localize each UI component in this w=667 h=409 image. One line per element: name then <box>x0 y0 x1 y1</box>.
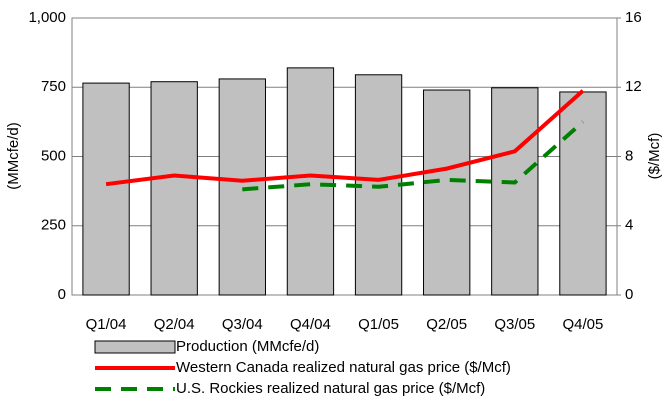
legend-swatch <box>94 340 176 354</box>
y-tick-label: 250 <box>41 217 66 234</box>
bar <box>218 78 266 296</box>
bar <box>150 81 198 296</box>
line-series <box>242 120 585 192</box>
bar <box>423 89 471 296</box>
plot-frame <box>71 17 618 296</box>
x-tick-label: Q2/04 <box>154 316 195 333</box>
x-tick-label: Q4/05 <box>563 316 604 333</box>
bar <box>559 91 607 296</box>
x-tick-label: Q3/05 <box>494 316 535 333</box>
y2-tick-label: 12 <box>625 78 642 95</box>
y-axis-label: (MMcfe/d) <box>5 122 22 190</box>
bar <box>491 87 539 296</box>
line-series <box>105 89 585 187</box>
bar <box>82 82 130 296</box>
legend-label: Western Canada realized natural gas pric… <box>176 359 511 376</box>
y-tick-label: 1,000 <box>28 9 66 26</box>
y2-tick-label: 4 <box>625 217 633 234</box>
y2-tick-label: 8 <box>625 147 633 164</box>
y-tick-label: 500 <box>41 147 66 164</box>
y2-axis-label: ($/Mcf) <box>646 133 663 180</box>
legend-label: U.S. Rockies realized natural gas price … <box>176 380 485 397</box>
x-tick-label: Q1/04 <box>86 316 127 333</box>
y-tick-label: 0 <box>58 286 66 303</box>
y-tick-label: 750 <box>41 78 66 95</box>
x-tick-label: Q1/05 <box>358 316 399 333</box>
x-tick-label: Q3/04 <box>222 316 263 333</box>
x-tick-label: Q2/05 <box>426 316 467 333</box>
x-tick-label: Q4/04 <box>290 316 331 333</box>
y2-tick-label: 0 <box>625 286 633 303</box>
legend-label: Production (MMcfe/d) <box>176 338 319 355</box>
bar <box>286 67 335 296</box>
y2-tick-label: 16 <box>625 9 642 26</box>
